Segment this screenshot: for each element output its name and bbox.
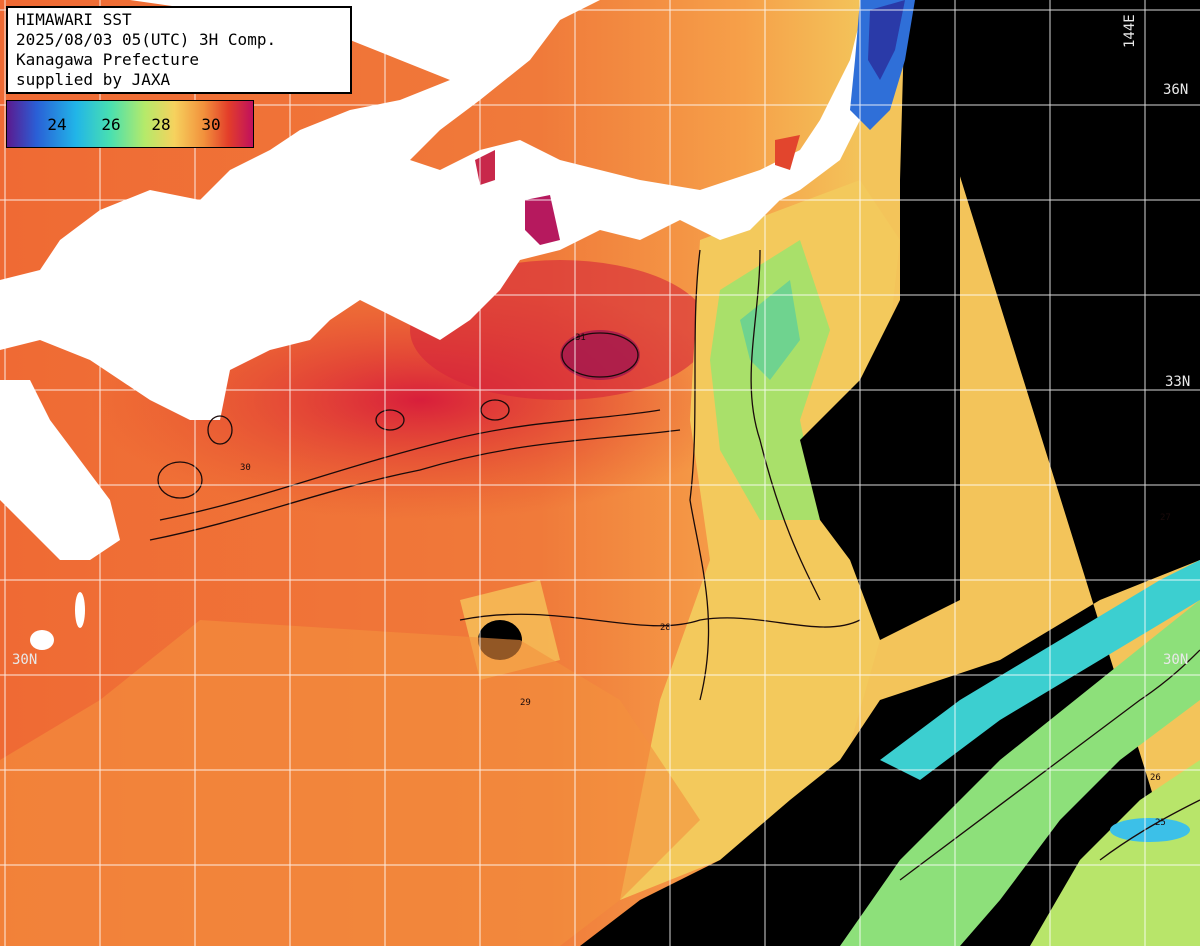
isotherm-27 — [750, 249, 821, 601]
lat-label-30n-left: 30N — [12, 652, 38, 668]
land-island-2 — [75, 592, 85, 628]
isotherm-25 — [1099, 799, 1200, 861]
land-kyushu — [0, 380, 120, 560]
legend-tick: 28 — [151, 115, 171, 134]
se-band-green — [840, 600, 1200, 946]
lon-label-144e: 144E — [1122, 14, 1138, 48]
contour-label-25: 25 — [1155, 818, 1166, 828]
timestamp: 2025/08/03 05(UTC) 3H Comp. — [16, 30, 277, 49]
contour-label-26: 26 — [1150, 773, 1161, 783]
bay-ise — [525, 195, 560, 245]
isotherm-31b — [207, 415, 233, 445]
region-label: Kanagawa Prefecture — [16, 50, 200, 69]
contour-label-31: 31 — [575, 333, 586, 343]
cool-zone-teal — [740, 280, 800, 380]
contour-label-29: 29 — [520, 698, 531, 708]
contour-label-27: 27 — [1160, 513, 1171, 523]
isotherm-29 — [459, 613, 861, 628]
credit-label: supplied by JAXA — [16, 70, 171, 89]
isotherms — [149, 249, 1200, 881]
color-legend-gradient — [7, 101, 253, 147]
isotherm-30b — [159, 409, 661, 521]
contour-label-28: 28 — [660, 623, 671, 633]
lat-label-30n-right: 30N — [1163, 652, 1189, 668]
color-legend: 24 26 28 30 — [6, 100, 254, 148]
land-island — [30, 630, 54, 650]
bay-tokyo — [775, 135, 800, 170]
contour-label-30: 30 — [240, 463, 251, 473]
isotherm-31d — [480, 399, 510, 421]
no-data-region — [580, 0, 1200, 946]
info-box: HIMAWARI SST 2025/08/03 05(UTC) 3H Comp.… — [6, 6, 352, 94]
se-cool-spot — [1110, 818, 1190, 842]
isotherm-30 — [149, 429, 681, 541]
legend-tick: 30 — [201, 115, 221, 134]
land-honshu — [0, 0, 905, 420]
product-title: HIMAWARI SST — [16, 10, 132, 29]
legend-tick: 26 — [101, 115, 121, 134]
lat-label-33n: 33N — [1165, 374, 1191, 390]
legend-tick: 24 — [47, 115, 67, 134]
se-band-yellow — [1030, 760, 1200, 946]
contour-labels: 30 31 29 28 27 26 25 — [240, 333, 1171, 828]
lat-label-36n: 36N — [1163, 82, 1189, 98]
isotherm-31c — [375, 409, 405, 431]
isotherm-31e — [561, 332, 639, 378]
se-band-cyan — [880, 560, 1200, 780]
isotherm-31a — [157, 461, 203, 499]
cool-zone-yellow — [620, 180, 900, 900]
no-data-strip — [800, 0, 960, 640]
land-awaji — [360, 230, 400, 280]
isotherm-28 — [689, 249, 710, 701]
isotherm-27-se — [899, 649, 1200, 881]
hot-spot — [560, 330, 640, 380]
ne-cold-core — [868, 0, 905, 80]
